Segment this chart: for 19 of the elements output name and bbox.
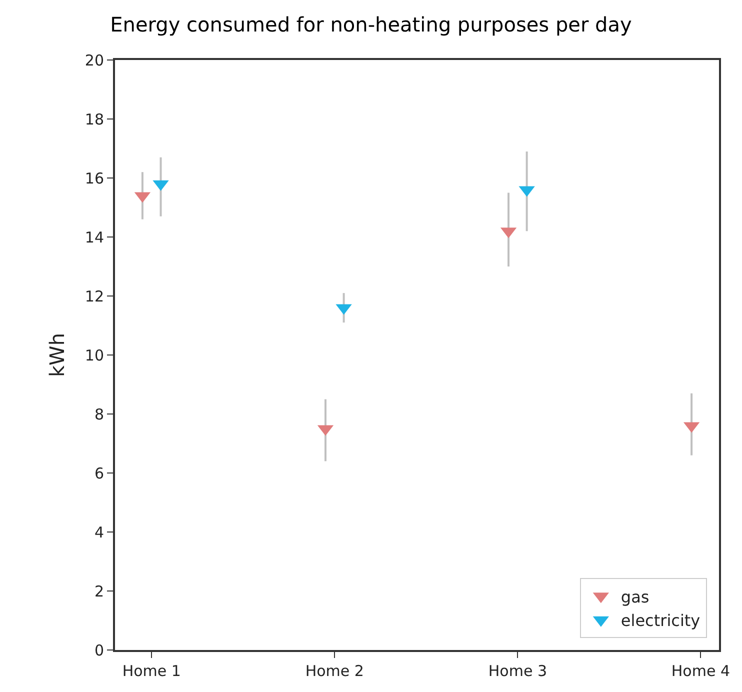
legend-label: gas <box>620 587 650 606</box>
y-tick-label: 4 <box>94 523 104 542</box>
y-tick-label: 16 <box>84 169 104 188</box>
y-tick-label: 10 <box>84 346 104 364</box>
x-tick-label: Home 3 <box>488 662 547 680</box>
x-tick-label: Home 4 <box>671 662 730 680</box>
x-tick-label: Home 1 <box>122 662 181 680</box>
y-tick-label: 12 <box>84 287 104 306</box>
y-axis-title: kWh <box>44 332 69 378</box>
y-tick-label: 18 <box>84 110 104 128</box>
x-tick-label: Home 2 <box>305 662 364 680</box>
y-tick-label: 14 <box>84 228 104 246</box>
y-tick-label: 2 <box>94 582 104 600</box>
y-tick-label: 8 <box>94 405 104 424</box>
y-tick-label: 6 <box>94 464 104 482</box>
y-tick-label: 0 <box>94 641 104 660</box>
legend-label: electricity <box>620 611 700 630</box>
y-tick-label: 20 <box>84 51 104 70</box>
chart-title: Energy consumed for non-heating purposes per day <box>110 12 632 36</box>
